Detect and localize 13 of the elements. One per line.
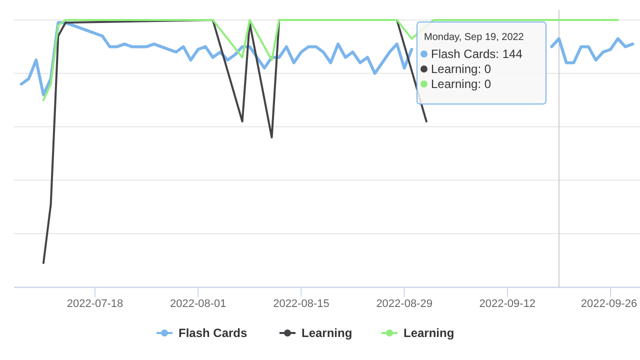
x-tick-label: 2022-08-29 [376, 298, 432, 310]
annotation: Learning: 0 [430, 62, 492, 76]
annotation: Learning: 0 [430, 77, 492, 91]
legend-label: Learning [302, 326, 352, 340]
x-tick-label: 2022-07-18 [66, 298, 124, 310]
x-tick-label: 2022-08-01 [170, 298, 226, 310]
legend-label: Learning [404, 326, 454, 340]
x-tick-label: 2022-09-12 [479, 298, 536, 310]
annotation: Monday, Sep 19, 2022 [424, 32, 524, 43]
x-tick-label: 2022-09-26 [580, 298, 638, 310]
x-tick-label: 2022-08-15 [273, 298, 330, 310]
annotation: Flash Cards: 144 [430, 47, 523, 61]
legend-label: Flash Cards [178, 326, 248, 340]
